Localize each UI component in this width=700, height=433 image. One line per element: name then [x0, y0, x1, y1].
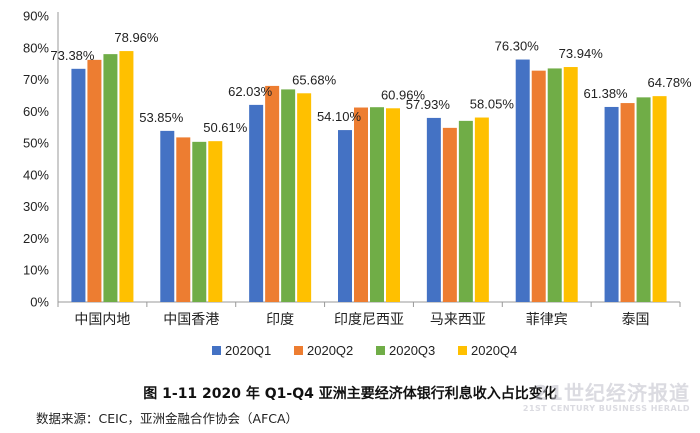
bar-2020Q3-1 [192, 141, 207, 302]
bar-2020Q2-4 [442, 127, 457, 302]
bar-2020Q1-1 [160, 130, 175, 302]
x-tick-label: 马来西亚 [430, 312, 486, 328]
y-tick-label: 80% [23, 40, 49, 55]
bar-2020Q2-3 [354, 107, 368, 303]
bar-2020Q2-5 [531, 70, 546, 302]
data-label: 73.94% [559, 46, 604, 61]
data-source-note: 数据来源：CEIC，亚洲金融合作协会（AFCA） [36, 411, 299, 426]
watermark-cn: 21世纪经济报道 [534, 381, 690, 405]
bar-2020Q2-6 [620, 103, 635, 303]
bar-2020Q3-3 [370, 107, 384, 302]
bar-2020Q4-3 [386, 108, 400, 302]
y-tick-label: 10% [23, 263, 49, 278]
y-tick-label: 50% [23, 136, 49, 151]
y-tick-label: 30% [23, 199, 49, 214]
x-tick-label: 印度 [266, 312, 294, 328]
data-label: 53.85% [139, 110, 184, 125]
legend-label: 2020Q2 [307, 343, 353, 358]
data-label: 76.30% [495, 39, 540, 54]
data-label: 78.96% [114, 30, 159, 45]
bar-2020Q4-6 [652, 96, 667, 302]
data-label: 54.10% [317, 109, 362, 124]
y-tick-label: 40% [23, 167, 49, 182]
bar-2020Q4-0 [119, 51, 134, 302]
bar-2020Q3-4 [458, 120, 473, 302]
x-tick-label: 菲律宾 [526, 312, 568, 328]
data-label: 64.78% [648, 75, 693, 90]
x-tick-label: 中国内地 [74, 312, 130, 328]
bar-2020Q1-0 [71, 68, 86, 302]
data-label: 61.38% [584, 86, 629, 101]
bar-2020Q2-1 [176, 137, 191, 302]
chart-caption: 图 1-11 2020 年 Q1-Q4 亚洲主要经济体银行利息收入占比变化 [143, 386, 557, 402]
bar-2020Q4-4 [474, 117, 489, 302]
bar-2020Q3-0 [103, 54, 118, 303]
data-label: 57.93% [406, 97, 451, 112]
y-tick-label: 0% [30, 295, 49, 310]
data-label: 73.38% [50, 48, 95, 63]
bar-2020Q3-6 [636, 97, 651, 303]
publisher-watermark: 21世纪经济报道 21ST CENTURY BUSINESS HERALD [523, 377, 690, 413]
legend-label: 2020Q3 [389, 343, 435, 358]
y-tick-label: 90% [23, 9, 49, 24]
legend-swatch-2020Q3 [376, 346, 385, 355]
bar-2020Q1-6 [604, 106, 619, 302]
y-tick-label: 70% [23, 72, 49, 87]
y-tick-label: 20% [23, 231, 49, 246]
x-tick-label: 中国香港 [163, 312, 219, 328]
bar-2020Q3-5 [547, 68, 562, 302]
bar-chart: 0% 10% 20% 30% 40% 50% 60% 70% 80% 90% 中国内地 中国香港 印度 印… [23, 9, 693, 359]
bar-2020Q4-5 [563, 67, 578, 302]
x-tick-label: 泰国 [622, 312, 650, 328]
bar-2020Q2-0 [87, 59, 102, 302]
x-tick-label: 印度尼西亚 [334, 312, 404, 328]
legend-swatch-2020Q4 [458, 346, 467, 355]
data-label: 65.68% [292, 72, 337, 87]
bar-2020Q3-2 [281, 89, 296, 302]
bar-2020Q1-3 [338, 130, 352, 302]
bar-2020Q1-2 [249, 104, 264, 302]
legend-label: 2020Q4 [471, 343, 517, 358]
bar-2020Q4-1 [208, 141, 223, 302]
bar-2020Q1-4 [426, 117, 441, 302]
bar-2020Q1-5 [515, 59, 530, 303]
watermark-en: 21ST CENTURY BUSINESS HERALD [522, 404, 690, 413]
bar-2020Q4-2 [297, 93, 312, 302]
data-label: 50.61% [203, 120, 248, 135]
y-tick-label: 60% [23, 104, 49, 119]
data-label: 60.96% [381, 87, 426, 102]
legend-swatch-2020Q2 [294, 346, 303, 355]
data-label: 58.05% [470, 97, 515, 112]
data-label: 62.03% [228, 84, 273, 99]
legend-swatch-2020Q1 [212, 346, 221, 355]
legend-label: 2020Q1 [225, 343, 271, 358]
bar-2020Q2-2 [265, 85, 280, 303]
